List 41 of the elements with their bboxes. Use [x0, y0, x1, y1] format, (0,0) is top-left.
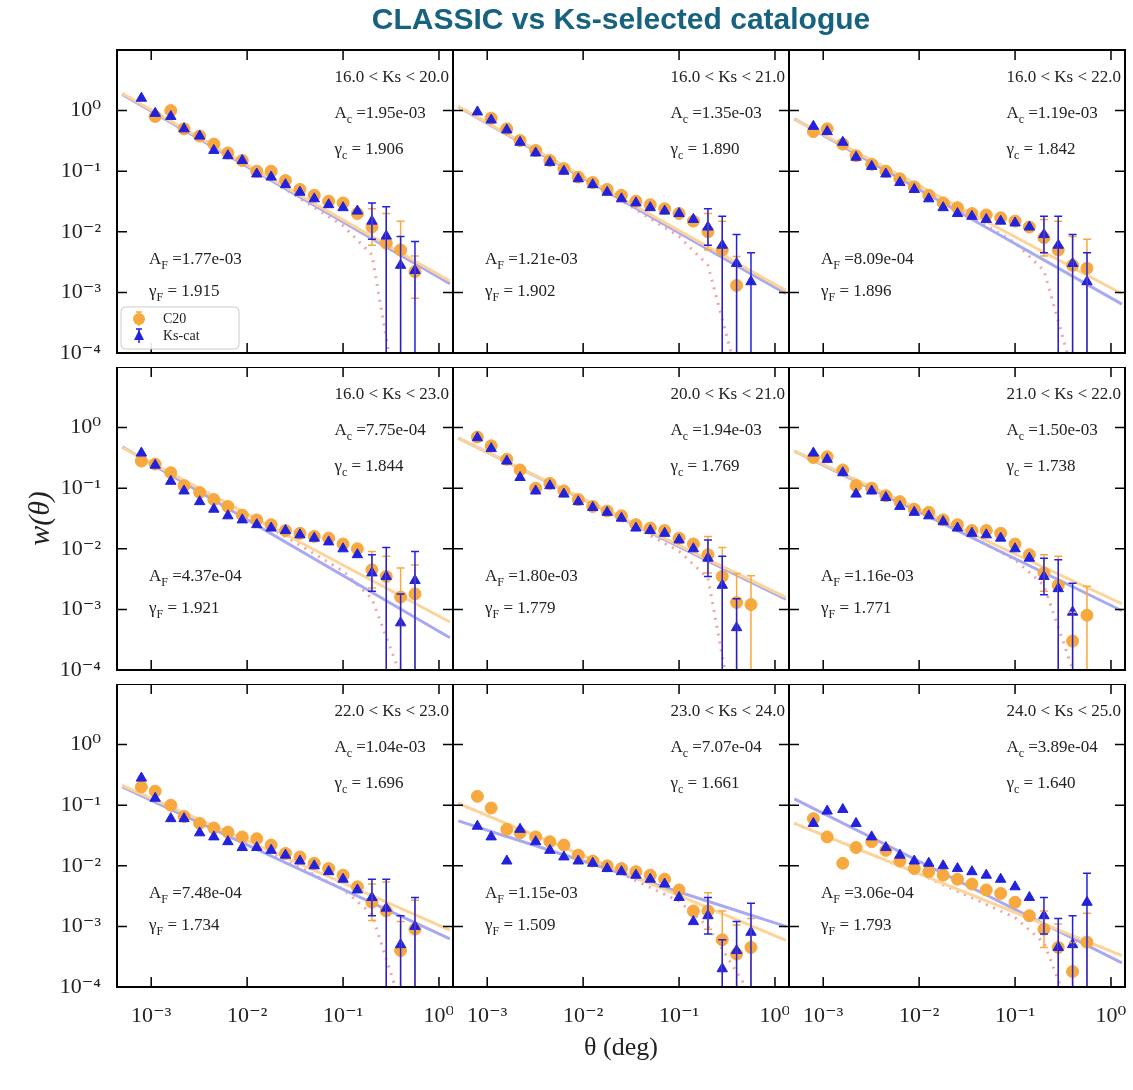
annotation: 24.0 < Ks < 25.0	[1006, 701, 1122, 720]
y-tick-label: 10⁻³	[60, 912, 102, 938]
x-tick-label: 10⁰	[1095, 1001, 1127, 1027]
y-tick-label: 10⁻⁴	[59, 655, 102, 681]
y-tick-label: 10⁰	[70, 730, 102, 756]
annotation: 16.0 < Ks < 21.0	[670, 67, 786, 86]
x-tick-label: 10⁻³	[803, 1001, 844, 1027]
y-tick-label: 10⁻⁴	[59, 972, 102, 998]
x-tick-label: 10⁰	[423, 1001, 455, 1027]
x-tick-label: 10⁻³	[131, 1001, 172, 1027]
annotation: 16.0 < Ks < 23.0	[334, 384, 450, 403]
x-axis-title: θ (deg)	[584, 1032, 658, 1061]
legend-label: C20	[163, 310, 187, 326]
legend-label: Ks-cat	[163, 327, 200, 343]
x-tick-label: 10⁰	[759, 1001, 791, 1027]
annotation: 20.0 < Ks < 21.0	[670, 384, 786, 403]
x-tick-label: 10⁻²	[899, 1001, 940, 1027]
y-tick-label: 10⁻³	[60, 595, 102, 621]
x-tick-label: 10⁻¹	[322, 1001, 364, 1027]
y-axis-title: w(θ)	[22, 491, 56, 546]
annotation: 23.0 < Ks < 24.0	[670, 701, 786, 720]
y-tick-label: 10⁻¹	[60, 473, 101, 499]
y-tick-label: 10⁻¹	[60, 790, 101, 816]
y-tick-label: 10⁻³	[60, 278, 102, 304]
y-tick-label: 10⁻²	[60, 534, 102, 560]
y-tick-label: 10⁻²	[60, 851, 102, 877]
text: CLASSIC vs Ks-selected catalogue	[370, 2, 872, 36]
y-tick-label: 10⁻⁴	[59, 338, 102, 364]
y-tick-label: 10⁻¹	[60, 156, 101, 182]
annotation: 22.0 < Ks < 23.0	[334, 701, 450, 720]
y-tick-label: 10⁰	[70, 413, 102, 439]
annotation: 21.0 < Ks < 22.0	[1006, 384, 1122, 403]
x-tick-label: 10⁻¹	[994, 1001, 1036, 1027]
annotation: 16.0 < Ks < 22.0	[1006, 67, 1122, 86]
x-tick-label: 10⁻²	[563, 1001, 604, 1027]
y-tick-label: 10⁻²	[60, 217, 102, 243]
y-tick-label: 10⁰	[70, 96, 102, 122]
x-tick-label: 10⁻¹	[658, 1001, 700, 1027]
x-tick-label: 10⁻³	[467, 1001, 508, 1027]
annotation: 16.0 < Ks < 20.0	[334, 67, 450, 86]
x-tick-label: 10⁻²	[227, 1001, 268, 1027]
